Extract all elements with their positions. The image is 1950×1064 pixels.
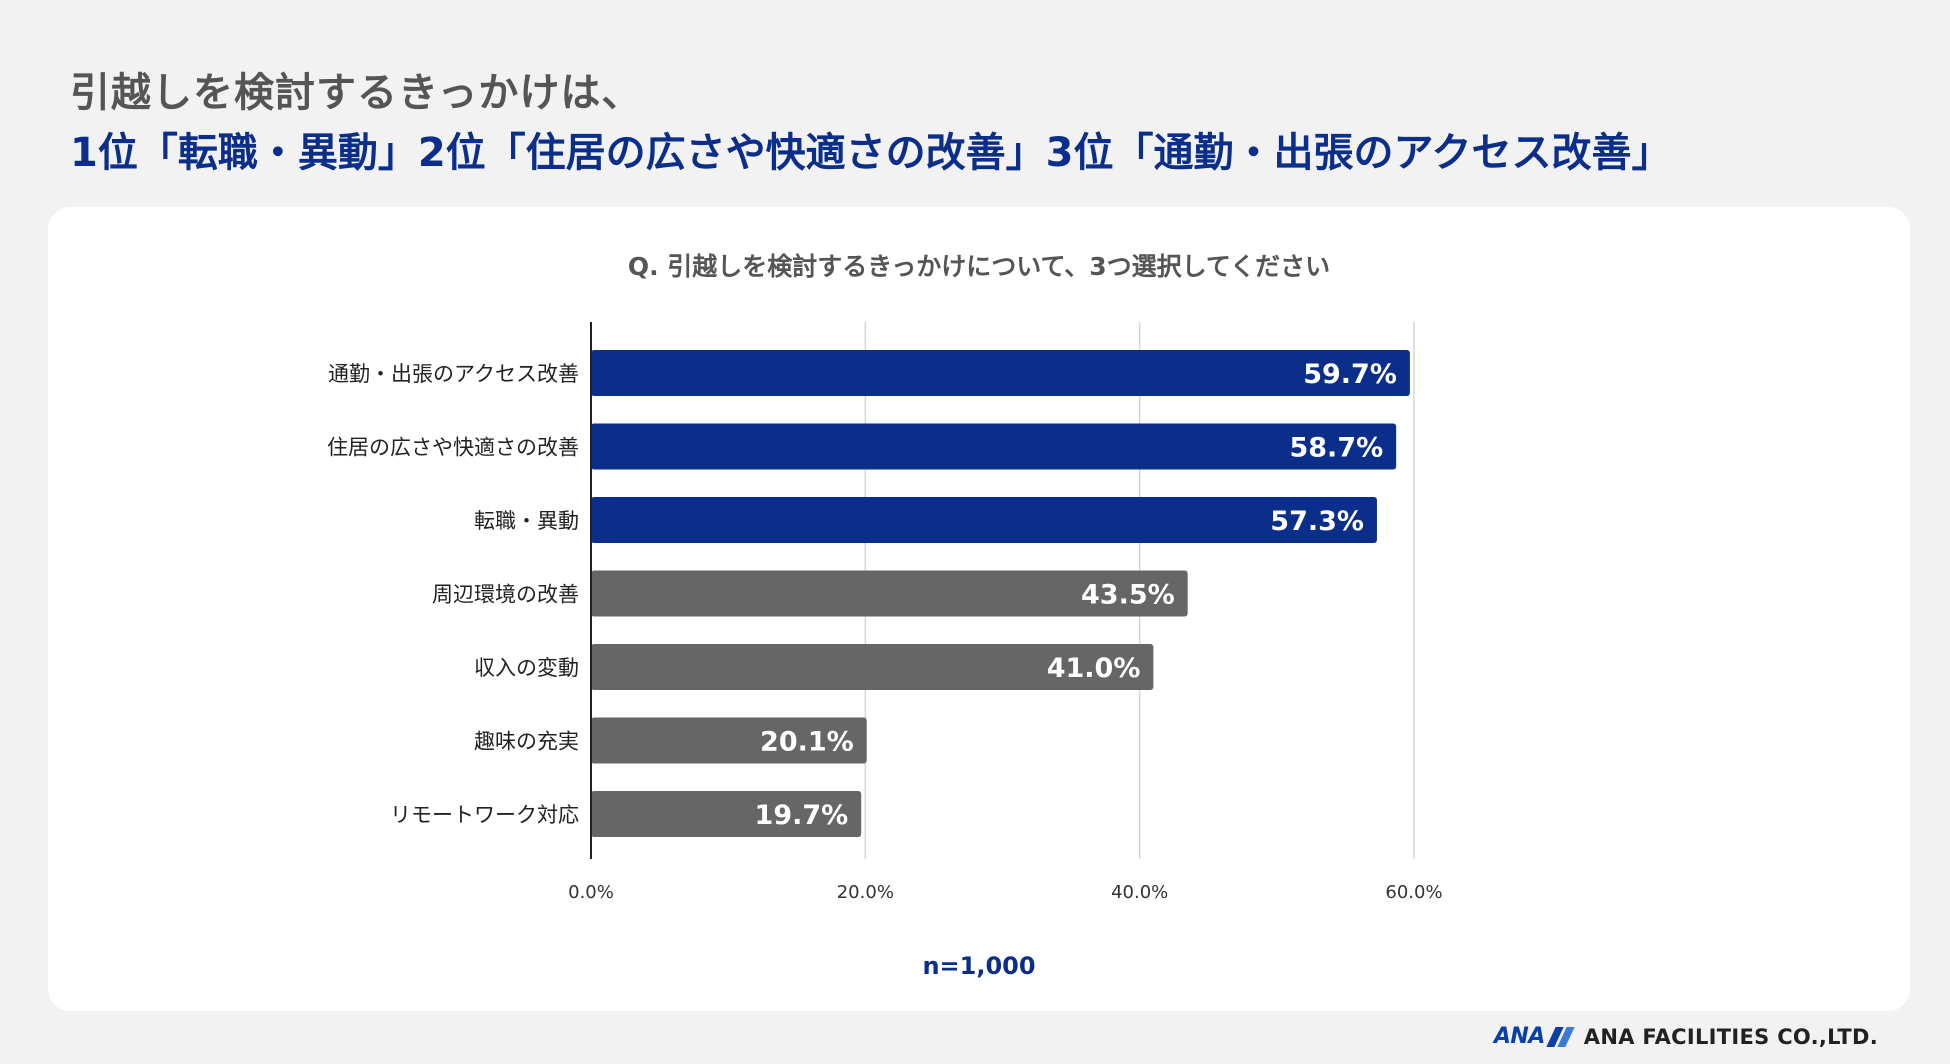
category-label: 転職・異動 — [474, 509, 579, 533]
x-tick-label: 60.0% — [1385, 882, 1442, 903]
bar — [591, 423, 1397, 470]
chart-card: Q. 引越しを検討するきっかけについて、3つ選択してください 0.0% 20.0%… — [48, 207, 1910, 1011]
x-tick-label: 40.0% — [1111, 882, 1168, 903]
data-label: 41.0% — [1047, 653, 1141, 684]
headline-line-1: 引越しを検討するきっかけは、 — [70, 70, 643, 116]
bar — [591, 350, 1410, 396]
category-label: 収入の変動 — [474, 656, 579, 680]
x-tick-label: 20.0% — [837, 882, 894, 903]
company-name: ANA FACILITIES CO.,LTD. — [1583, 1024, 1878, 1049]
bar — [591, 791, 862, 837]
bar-chart: 0.0% 20.0% 40.0% 60.0% 59.7% 通勤・出張のアクセス改善 58.7… — [327, 322, 1443, 903]
ana-logo: ANA — [1493, 1024, 1545, 1049]
data-label: 19.7% — [755, 800, 849, 831]
headline: 引越しを検討するきっかけは、 1位「転職・異動」2位「住居の広さや快適さの改善」… — [70, 66, 1672, 180]
headline-line-2: 1位「転職・異動」2位「住居の広さや快適さの改善」3位「通勤・出張のアクセス改善… — [70, 130, 1672, 176]
category-label: 周辺環境の改善 — [432, 583, 579, 607]
category-label: 趣味の充実 — [474, 730, 579, 754]
x-tick-label: 0.0% — [568, 882, 614, 903]
data-label: 59.7% — [1303, 359, 1397, 390]
data-label: 43.5% — [1081, 580, 1175, 611]
data-label: 20.1% — [760, 727, 854, 758]
chart-title: Q. 引越しを検討するきっかけについて、3つ選択してください — [627, 252, 1331, 281]
category-label: 通勤・出張のアクセス改善 — [328, 362, 579, 386]
bar — [591, 644, 1154, 690]
data-label: 57.3% — [1270, 506, 1364, 537]
bar — [591, 717, 867, 764]
sample-size: n=1,000 — [922, 952, 1036, 980]
bar — [591, 497, 1377, 543]
data-label: 58.7% — [1289, 433, 1383, 464]
brand: ANA ANA FACILITIES CO.,LTD. — [1494, 1024, 1878, 1049]
category-label: 住居の広さや快適さの改善 — [327, 436, 579, 460]
category-label: リモートワーク対応 — [390, 803, 579, 827]
bar — [591, 570, 1188, 617]
ana-logo-stripes-icon — [1546, 1026, 1575, 1047]
